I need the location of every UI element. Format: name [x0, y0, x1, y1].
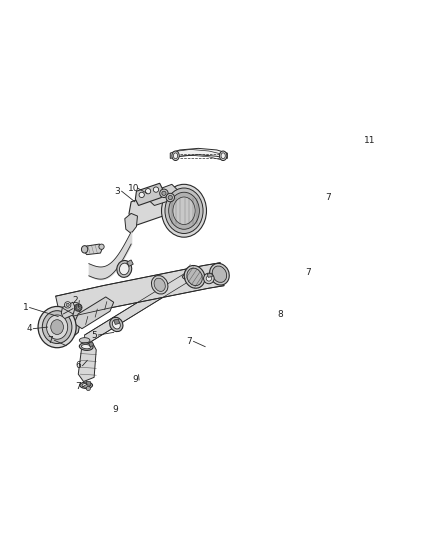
Polygon shape: [86, 382, 91, 385]
Ellipse shape: [46, 315, 68, 339]
Polygon shape: [89, 342, 94, 346]
Ellipse shape: [173, 153, 178, 159]
Circle shape: [204, 273, 214, 284]
Ellipse shape: [212, 266, 226, 282]
Ellipse shape: [80, 382, 92, 389]
Circle shape: [168, 196, 173, 200]
Polygon shape: [135, 183, 163, 206]
Polygon shape: [207, 273, 212, 277]
Circle shape: [166, 193, 174, 202]
Ellipse shape: [173, 197, 195, 224]
Polygon shape: [147, 184, 179, 206]
Text: 7: 7: [75, 382, 81, 391]
Ellipse shape: [187, 268, 202, 286]
Text: 9: 9: [113, 405, 118, 414]
Text: 10: 10: [127, 183, 139, 192]
Circle shape: [86, 386, 90, 391]
Circle shape: [66, 303, 69, 306]
Ellipse shape: [51, 320, 64, 335]
Circle shape: [76, 305, 80, 309]
Ellipse shape: [169, 192, 199, 229]
Circle shape: [64, 302, 71, 308]
Polygon shape: [125, 213, 138, 233]
Text: 7: 7: [187, 337, 192, 346]
Ellipse shape: [99, 244, 104, 249]
Ellipse shape: [38, 306, 76, 348]
Ellipse shape: [154, 278, 165, 292]
Text: 2: 2: [72, 296, 78, 305]
Ellipse shape: [79, 343, 93, 350]
Circle shape: [162, 191, 166, 196]
Ellipse shape: [152, 276, 168, 294]
Ellipse shape: [112, 320, 120, 329]
Ellipse shape: [120, 263, 129, 274]
Polygon shape: [127, 260, 133, 266]
Ellipse shape: [79, 338, 90, 343]
Text: 1: 1: [22, 303, 28, 312]
Text: 5: 5: [91, 330, 97, 340]
Ellipse shape: [184, 265, 205, 288]
Ellipse shape: [219, 151, 227, 160]
Polygon shape: [170, 148, 227, 158]
Polygon shape: [56, 263, 224, 319]
Circle shape: [153, 187, 159, 192]
Polygon shape: [84, 244, 102, 255]
Ellipse shape: [42, 311, 72, 343]
Circle shape: [139, 192, 145, 198]
Polygon shape: [74, 297, 114, 329]
Ellipse shape: [172, 151, 179, 160]
Ellipse shape: [162, 184, 206, 237]
Ellipse shape: [81, 246, 88, 253]
Text: 7: 7: [325, 193, 331, 202]
Polygon shape: [45, 306, 82, 345]
Ellipse shape: [117, 261, 132, 277]
Circle shape: [206, 276, 212, 281]
Ellipse shape: [81, 344, 91, 349]
Circle shape: [74, 304, 82, 311]
Polygon shape: [61, 302, 75, 319]
Polygon shape: [114, 319, 120, 325]
Text: 7: 7: [305, 268, 311, 277]
Ellipse shape: [165, 188, 203, 233]
Text: 11: 11: [364, 136, 376, 145]
Text: 8: 8: [277, 310, 283, 319]
Ellipse shape: [221, 153, 225, 159]
Polygon shape: [78, 343, 96, 382]
Polygon shape: [129, 191, 166, 227]
Ellipse shape: [82, 383, 90, 387]
Text: 4: 4: [26, 324, 32, 333]
Text: 9: 9: [132, 375, 138, 384]
Circle shape: [160, 189, 168, 198]
Ellipse shape: [210, 263, 229, 285]
Text: 7: 7: [47, 336, 53, 345]
Circle shape: [145, 189, 151, 194]
Text: 6: 6: [75, 361, 81, 370]
Ellipse shape: [183, 274, 193, 279]
Text: 3: 3: [114, 187, 120, 196]
Ellipse shape: [110, 317, 123, 332]
Polygon shape: [85, 272, 188, 345]
